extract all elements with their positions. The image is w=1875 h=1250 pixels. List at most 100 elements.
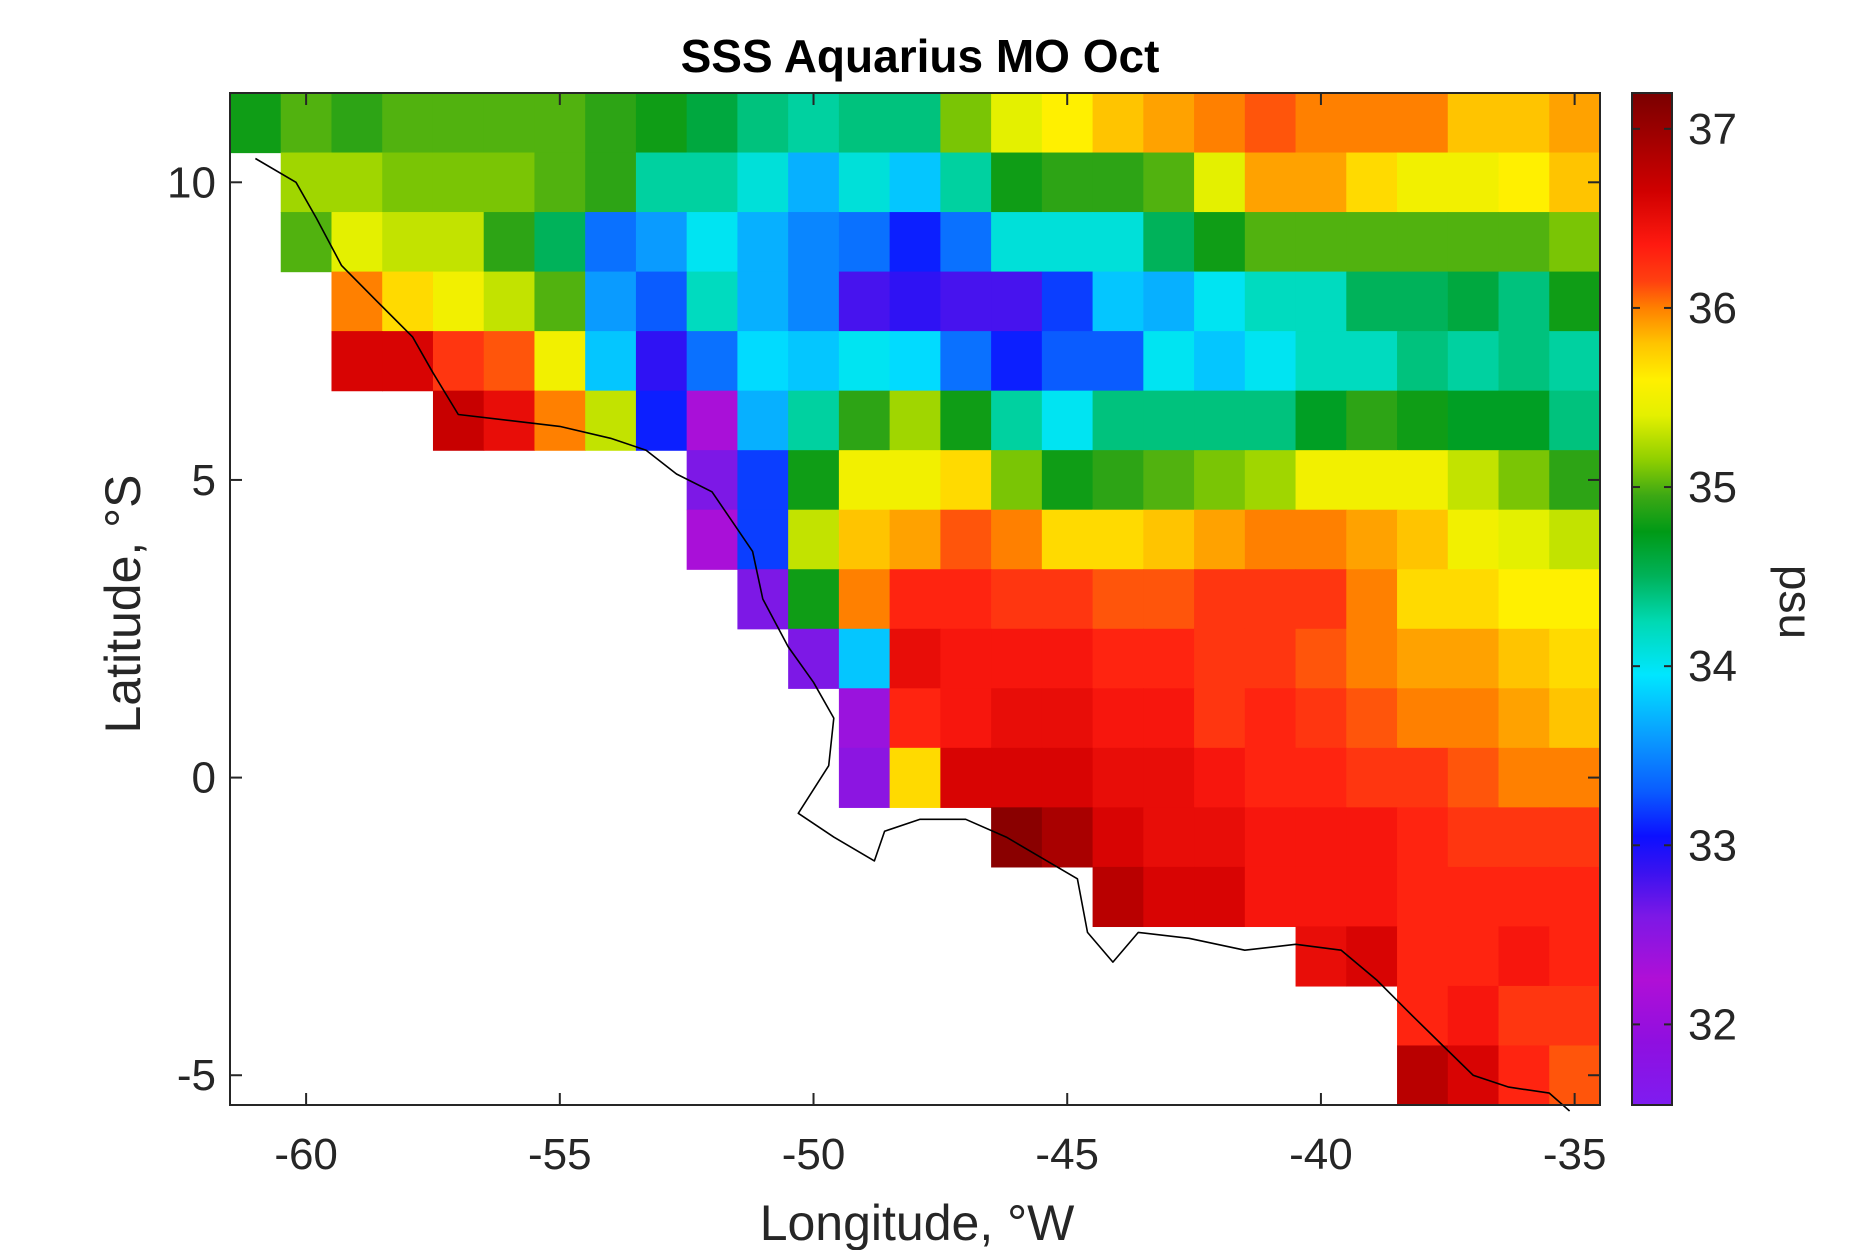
- x-tick-label: -35: [1543, 1130, 1607, 1179]
- heatmap-cell: [1143, 152, 1195, 213]
- heatmap-cell: [1092, 509, 1144, 570]
- heatmap-cell: [1244, 450, 1297, 511]
- heatmap-cell: [1295, 866, 1347, 928]
- heatmap-cell: [1397, 1045, 1449, 1106]
- heatmap-cell: [1143, 271, 1195, 332]
- heatmap-cell: [1041, 569, 1094, 630]
- heatmap-cell: [1447, 331, 1500, 392]
- heatmap-cell: [483, 271, 536, 332]
- heatmap-cell: [1549, 926, 1601, 987]
- heatmap-cell: [1498, 628, 1550, 689]
- heatmap-cell: [1397, 450, 1449, 511]
- heatmap-cell: [1295, 628, 1347, 689]
- heatmap-cell: [940, 688, 992, 749]
- heatmap-cell: [737, 509, 789, 570]
- heatmap-cell: [788, 212, 840, 273]
- heatmap-cell: [1194, 212, 1246, 273]
- x-tick-label: -40: [1289, 1130, 1353, 1179]
- heatmap-cell: [1143, 866, 1195, 928]
- heatmap-cell: [1194, 807, 1246, 868]
- heatmap-cell: [1346, 152, 1398, 213]
- heatmap-cell: [889, 747, 941, 808]
- heatmap-cell: [1397, 926, 1449, 987]
- heatmap-cell: [635, 331, 688, 392]
- heatmap-cell: [686, 93, 739, 154]
- heatmap-cell: [1397, 331, 1449, 392]
- y-tick-label: 5: [192, 456, 216, 505]
- heatmap-cell: [838, 569, 891, 630]
- heatmap-cell: [838, 331, 891, 392]
- heatmap-cell: [1498, 985, 1550, 1047]
- heatmap-cell: [1346, 212, 1398, 273]
- heatmap-cell: [1397, 93, 1449, 154]
- plot-frame: [229, 92, 1601, 1106]
- heatmap-cell: [889, 331, 941, 392]
- heatmap-cell: [585, 271, 637, 332]
- heatmap-cell: [1549, 212, 1601, 273]
- heatmap-cell: [1041, 390, 1094, 451]
- heatmap-cell: [534, 390, 586, 451]
- heatmap-cell: [686, 152, 739, 213]
- heatmap-cell: [1498, 212, 1550, 273]
- heatmap-cell: [838, 450, 891, 511]
- heatmap-cell: [838, 747, 891, 808]
- heatmap-cell: [585, 212, 637, 273]
- y-tick-label: 0: [192, 754, 216, 803]
- heatmap-cell: [1397, 688, 1449, 749]
- heatmap-cell: [991, 93, 1043, 154]
- heatmap-cells: [230, 93, 1601, 1106]
- heatmap-cell: [788, 390, 840, 451]
- heatmap-cell: [889, 509, 941, 570]
- heatmap-cell: [483, 93, 536, 154]
- heatmap-cell: [1143, 628, 1195, 689]
- heatmap-cell: [230, 93, 282, 154]
- heatmap-cell: [1295, 688, 1347, 749]
- heatmap-cell: [1244, 807, 1297, 868]
- heatmap-cell: [1143, 747, 1195, 808]
- heatmap-cell: [432, 390, 485, 451]
- heatmap-cell: [1244, 390, 1297, 451]
- heatmap-cell: [838, 628, 891, 689]
- heatmap-cell: [1194, 866, 1246, 928]
- heatmap-cell: [1447, 569, 1500, 630]
- heatmap-cell: [737, 331, 789, 392]
- heatmap-cell: [991, 628, 1043, 689]
- heatmap-cell: [1092, 212, 1144, 273]
- heatmap-cell: [889, 450, 941, 511]
- heatmap-cell: [1397, 807, 1449, 868]
- heatmap-cell: [1041, 212, 1094, 273]
- heatmap-cell: [991, 807, 1043, 868]
- heatmap-cell: [1143, 331, 1195, 392]
- heatmap-cell: [1244, 152, 1297, 213]
- heatmap-cell: [1244, 509, 1297, 570]
- heatmap-cell: [838, 212, 891, 273]
- heatmap-cell: [1549, 985, 1601, 1047]
- heatmap-cell: [1346, 866, 1398, 928]
- heatmap-cell: [1346, 450, 1398, 511]
- heatmap-cell: [737, 450, 789, 511]
- heatmap-cell: [940, 93, 992, 154]
- heatmap-cell: [1346, 271, 1398, 332]
- heatmap-cell: [991, 509, 1043, 570]
- heatmap-cell: [1346, 390, 1398, 451]
- heatmap-cell: [1295, 807, 1347, 868]
- heatmap-cell: [1194, 747, 1246, 808]
- heatmap-cell: [991, 271, 1043, 332]
- heatmap-cell: [1244, 866, 1297, 928]
- x-tick-label: -55: [528, 1130, 592, 1179]
- x-tick-label: -45: [1035, 1130, 1099, 1179]
- heatmap-cell: [1447, 93, 1500, 154]
- heatmap-cell: [838, 152, 891, 213]
- heatmap-cell: [788, 569, 840, 630]
- heatmap-cell: [1549, 807, 1601, 868]
- heatmap-cell: [280, 152, 333, 213]
- heatmap-cell: [1194, 390, 1246, 451]
- heatmap-cell: [1447, 807, 1500, 868]
- heatmap-cell: [1498, 807, 1550, 868]
- heatmap-cell: [940, 331, 992, 392]
- heatmap-cell: [1244, 331, 1297, 392]
- heatmap-cell: [991, 212, 1043, 273]
- heatmap-cell: [534, 152, 586, 213]
- heatmap-cell: [1549, 271, 1601, 332]
